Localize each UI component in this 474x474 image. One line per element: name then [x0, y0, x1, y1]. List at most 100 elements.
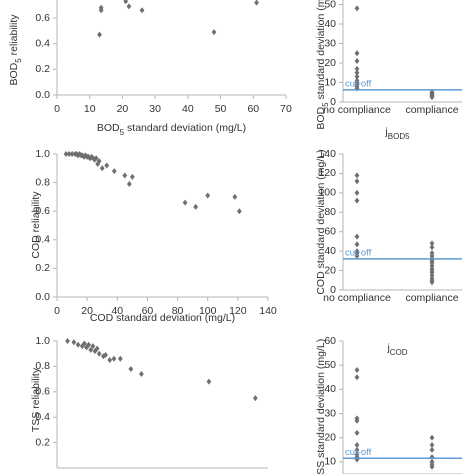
point [182, 199, 188, 206]
x-axis-label-part: standard deviation (mg/L) [124, 122, 246, 134]
point [90, 155, 96, 162]
point [79, 343, 85, 350]
point [354, 189, 360, 196]
subtitle-part: j [386, 342, 389, 354]
y-tick-label: 20 [324, 264, 336, 276]
point [211, 29, 217, 36]
y-tick-label: 0.4 [35, 234, 50, 246]
point [75, 341, 81, 348]
point [111, 355, 117, 362]
y-tick-label: 0.8 [35, 176, 50, 188]
y-tick-label: 0.2 [35, 436, 50, 448]
y-axis-label-part: COD reliability [30, 191, 42, 259]
y-axis-label-part: COD standard deviation (mg/L) [315, 149, 327, 294]
point [354, 233, 360, 240]
point [86, 153, 92, 160]
y-tick-label: 80 [324, 206, 336, 218]
y-tick-label: 20 [324, 432, 336, 444]
y-tick-label: 0.6 [35, 12, 50, 24]
point [122, 172, 128, 179]
x-axis-label-part: COD standard deviation (mg/L) [90, 312, 235, 324]
point [139, 7, 145, 14]
y-tick-label: 30 [324, 407, 336, 419]
point [354, 5, 360, 12]
point [69, 151, 75, 157]
x-tick-label: 80 [172, 305, 184, 317]
cutoff-label: cut-off [345, 78, 372, 89]
point [117, 355, 123, 362]
point [429, 454, 435, 461]
point [83, 152, 89, 159]
point [96, 158, 102, 165]
y-tick-label: 140 [318, 148, 336, 160]
subtitle-part: j [384, 126, 387, 138]
subtitle: jCOD [386, 342, 407, 357]
point [429, 244, 435, 251]
y-tick-label: 120 [318, 167, 336, 179]
point [354, 446, 360, 453]
point [354, 253, 360, 259]
x-tick-label: 0 [54, 103, 60, 115]
y-axis-label: TSS reliability [30, 367, 42, 432]
cutoff-label: cut-off [345, 447, 372, 458]
point [123, 0, 129, 5]
point [232, 193, 238, 200]
y-tick-label: 100 [318, 187, 336, 199]
y-axis-label-part: 5 [321, 102, 330, 107]
subtitle: jBOD5 [384, 126, 410, 141]
point [429, 434, 435, 441]
y-tick-label: 0.6 [35, 386, 50, 398]
y-axis-label: COD standard deviation (mg/L) [315, 149, 327, 294]
x-axis-label: COD standard deviation (mg/L) [90, 312, 235, 324]
point [98, 4, 104, 11]
point [126, 181, 132, 188]
point [354, 73, 360, 80]
x-tick-label: 20 [117, 103, 129, 115]
x-tick-label: no compliance [323, 104, 391, 116]
cutoff-label: cut-off [345, 247, 372, 258]
point [75, 152, 81, 159]
x-tick-label: 140 [259, 305, 277, 317]
y-tick-label: 60 [324, 225, 336, 237]
point [97, 31, 102, 38]
y-axis-label: BOD5 reliability [8, 14, 23, 86]
y-axis-label-part: standard deviation (mg/L) [315, 0, 327, 102]
y-tick-label: 1.0 [35, 335, 50, 347]
x-tick-label: 40 [111, 305, 123, 317]
point [354, 178, 360, 185]
point [354, 65, 360, 72]
y-axis-label: COD reliability [30, 191, 42, 259]
subtitle-part: BOD5 [388, 132, 410, 141]
y-tick-label: 0.6 [35, 205, 50, 217]
point [206, 378, 212, 385]
x-tick-label: 60 [247, 103, 259, 115]
point [354, 197, 360, 204]
y-tick-label: 10 [324, 456, 336, 468]
y-tick-label: 10 [324, 76, 336, 88]
x-tick-label: 50 [215, 103, 227, 115]
point [126, 3, 132, 10]
subtitle-part: COD [390, 348, 408, 357]
point [429, 446, 435, 453]
point [254, 0, 259, 6]
x-tick-label: 120 [229, 305, 247, 317]
point [94, 345, 100, 352]
y-tick-label: 1.0 [35, 148, 50, 160]
x-axis-label-part: 5 [120, 128, 125, 137]
y-axis-label-part: reliability [8, 14, 20, 59]
point [354, 85, 360, 92]
point [193, 203, 199, 210]
y-tick-label: 30 [324, 37, 336, 49]
x-tick-label: 40 [182, 103, 194, 115]
point [139, 371, 144, 378]
y-axis-label-part: BOD [315, 106, 327, 129]
point [354, 69, 360, 76]
x-tick-label: compliance [405, 104, 458, 116]
point [354, 58, 360, 65]
point [103, 351, 108, 358]
point [93, 155, 99, 162]
point [429, 279, 435, 286]
y-tick-label: 40 [324, 383, 336, 395]
y-tick-label: 0.0 [35, 291, 50, 303]
